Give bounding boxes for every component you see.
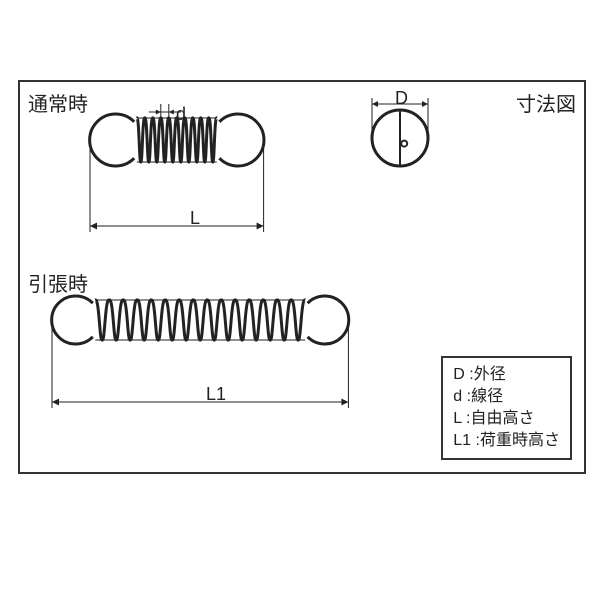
- legend-row-D: D :外径: [453, 364, 560, 386]
- dim-L: L: [190, 208, 200, 229]
- diagram-frame: 通常時 寸法図 引張時 d L D L1 D :外径 d :線径 L :自由高さ…: [18, 80, 586, 474]
- dim-L1: L1: [206, 384, 226, 405]
- legend-row-d: d :線径: [453, 386, 560, 408]
- legend-box: D :外径 d :線径 L :自由高さ L1 :荷重時高さ: [441, 356, 572, 460]
- dim-d: d: [176, 104, 186, 125]
- dim-D: D: [395, 88, 408, 109]
- legend-row-L1: L1 :荷重時高さ: [453, 430, 560, 452]
- legend-row-L: L :自由高さ: [453, 408, 560, 430]
